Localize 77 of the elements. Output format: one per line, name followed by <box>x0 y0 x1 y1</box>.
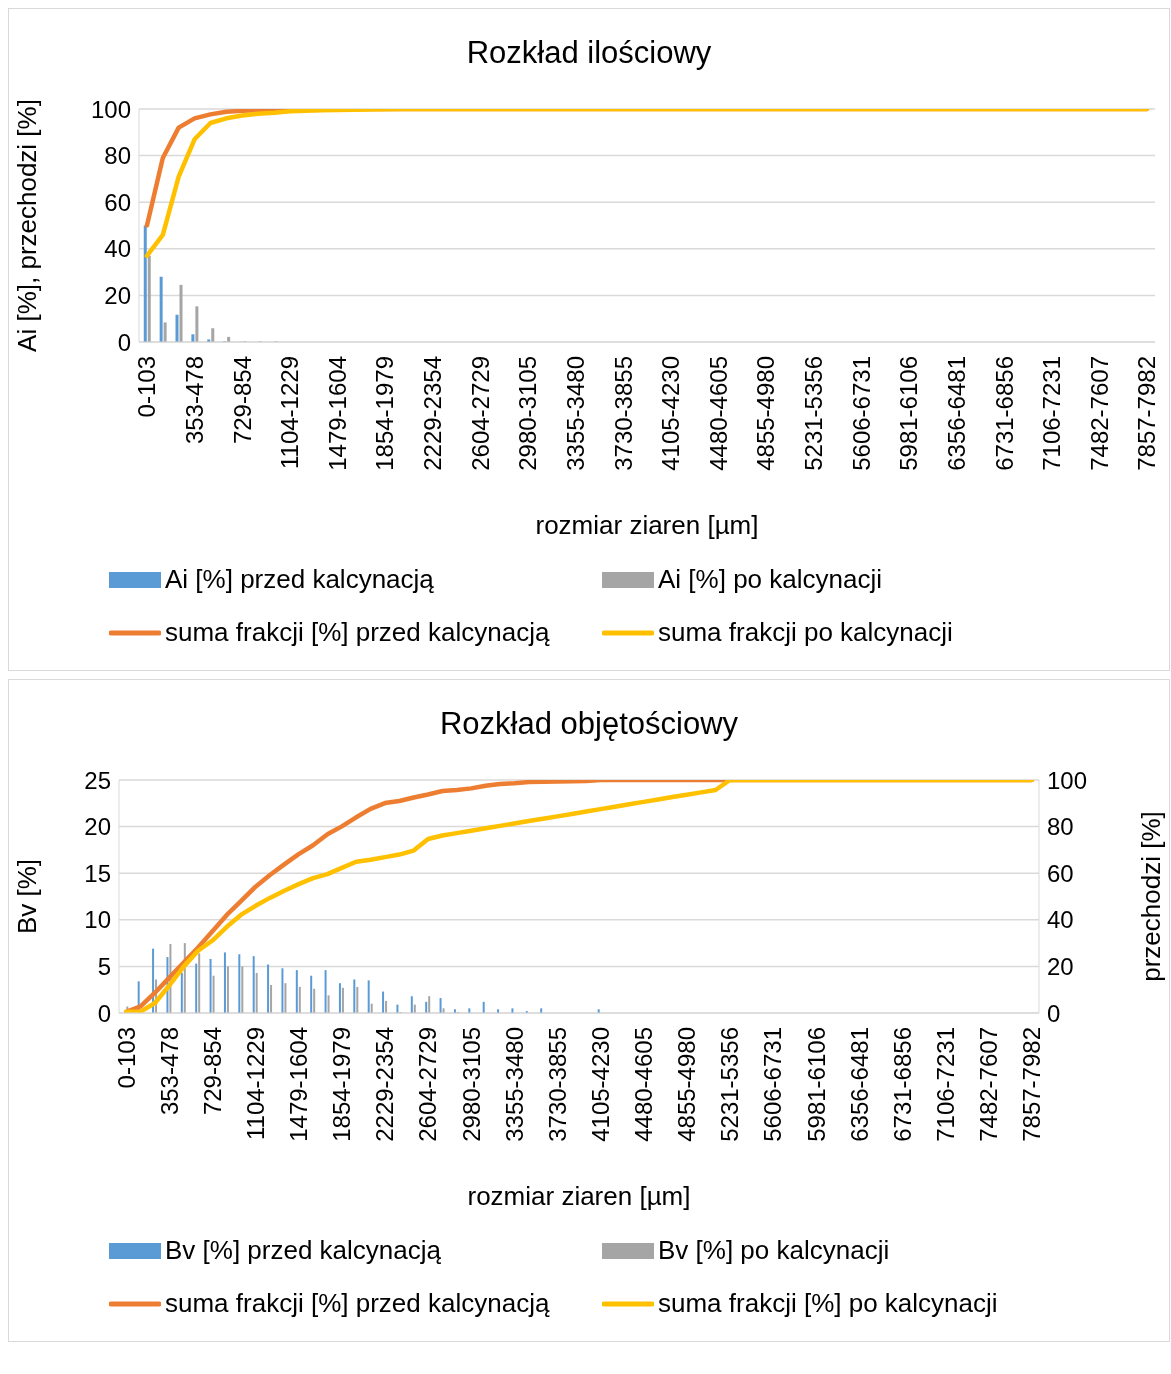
chart-title: Rozkład ilościowy <box>465 34 713 72</box>
x-tick-label: 6731-6856 <box>888 1027 916 1142</box>
x-tick-label: 4480-4605 <box>704 356 732 471</box>
x-tick-label: 1104-1229 <box>276 356 304 469</box>
x-tick-label: 4105-4230 <box>586 1027 614 1142</box>
legend-label: Ai [%] po kalcynacji <box>658 564 882 595</box>
y2-tick-label: 100 <box>1047 766 1088 794</box>
x-tick-label: 5231-5356 <box>800 356 828 471</box>
x-tick-label: 5981-6106 <box>802 1027 830 1142</box>
x-tick-label: 7482-7607 <box>1085 356 1113 471</box>
y-tick-label: 40 <box>104 235 131 263</box>
y-tick-label: 100 <box>90 95 131 123</box>
x-tick-label: 2980-3105 <box>514 356 542 471</box>
x-tick-label: 1479-1604 <box>285 1027 313 1142</box>
y2-tick-label: 40 <box>1047 906 1074 934</box>
y-tick-label: 60 <box>104 188 131 216</box>
legend-label: Bv [%] przed kalcynacją <box>165 1235 442 1266</box>
x-tick-label: 3730-3855 <box>543 1027 571 1142</box>
x-tick-label: 2604-2729 <box>414 1027 442 1142</box>
x-axis-title: rozmiar ziaren [µm] <box>535 510 759 540</box>
y-tick-label: 5 <box>97 952 111 980</box>
x-tick-label: 7106-7231 <box>931 1027 959 1142</box>
x-tick-label: 729-854 <box>198 1027 226 1116</box>
x-tick-label: 1854-1979 <box>328 1027 356 1142</box>
x-tick-label: 4105-4230 <box>657 356 685 471</box>
x-tick-label: 3355-3480 <box>500 1027 528 1142</box>
x-tick-label: 5981-6106 <box>895 356 923 471</box>
y-tick-label: 80 <box>104 142 131 170</box>
x-tick-label: 7106-7231 <box>1038 356 1066 471</box>
y2-axis-title: przechodzi [%] <box>1136 811 1167 982</box>
x-tick-label: 7857-7982 <box>1018 1027 1046 1142</box>
y-tick-label: 0 <box>117 328 131 356</box>
y-tick-label: 15 <box>84 859 111 887</box>
x-tick-label: 6731-6856 <box>990 356 1018 471</box>
x-tick-label: 7857-7982 <box>1133 356 1161 471</box>
x-tick-label: 0-103 <box>112 1027 140 1089</box>
x-tick-label: 353-478 <box>180 356 208 445</box>
legend-label: suma frakcji [%] po kalcynacji <box>658 1288 998 1319</box>
y-axis-title: Ai [%], przechodzi [%] <box>12 99 43 352</box>
legend-label: suma frakcji [%] przed kalcynacją <box>165 617 550 648</box>
x-tick-label: 2980-3105 <box>457 1027 485 1142</box>
y-tick-label: 20 <box>84 813 111 841</box>
x-tick-label: 6356-6481 <box>845 1027 873 1142</box>
y-tick-label: 20 <box>104 281 131 309</box>
legend-label: Bv [%] po kalcynacji <box>658 1235 890 1266</box>
x-tick-label: 7482-7607 <box>975 1027 1003 1142</box>
x-tick-label: 4480-4605 <box>630 1027 658 1142</box>
legend-label: suma frakcji po kalcynacji <box>658 617 953 648</box>
x-tick-label: 3730-3855 <box>609 356 637 471</box>
x-tick-label: 4855-4980 <box>673 1027 701 1142</box>
x-tick-label: 1479-1604 <box>323 356 351 471</box>
y-tick-label: 25 <box>84 766 111 794</box>
x-tick-label: 2229-2354 <box>371 1027 399 1142</box>
x-tick-label: 4855-4980 <box>752 356 780 471</box>
x-tick-label: 1104-1229 <box>241 1027 269 1140</box>
x-tick-label: 3355-3480 <box>561 356 589 471</box>
x-tick-label: 5231-5356 <box>716 1027 744 1142</box>
x-tick-label: 2604-2729 <box>466 356 494 471</box>
legend-label: Ai [%] przed kalcynacją <box>165 564 434 595</box>
x-tick-label: 6356-6481 <box>942 356 970 471</box>
y-tick-label: 10 <box>84 906 111 934</box>
y2-tick-label: 0 <box>1047 999 1061 1027</box>
y2-tick-label: 20 <box>1047 952 1074 980</box>
legend-label: suma frakcji [%] przed kalcynacją <box>165 1288 550 1319</box>
x-tick-label: 729-854 <box>228 356 256 445</box>
chart-title: Rozkład objętościowy <box>438 705 740 743</box>
x-tick-label: 1854-1979 <box>371 356 399 471</box>
y-tick-label: 0 <box>97 999 111 1027</box>
y-axis-title: Bv [%] <box>12 858 43 935</box>
y2-tick-label: 80 <box>1047 813 1074 841</box>
x-tick-label: 5606-6731 <box>847 356 875 471</box>
x-tick-label: 0-103 <box>133 356 161 418</box>
x-tick-label: 353-478 <box>155 1027 183 1116</box>
x-tick-label: 2229-2354 <box>419 356 447 471</box>
x-axis-title: rozmiar ziaren [µm] <box>467 1181 691 1211</box>
x-tick-label: 5606-6731 <box>759 1027 787 1142</box>
y2-tick-label: 60 <box>1047 859 1074 887</box>
